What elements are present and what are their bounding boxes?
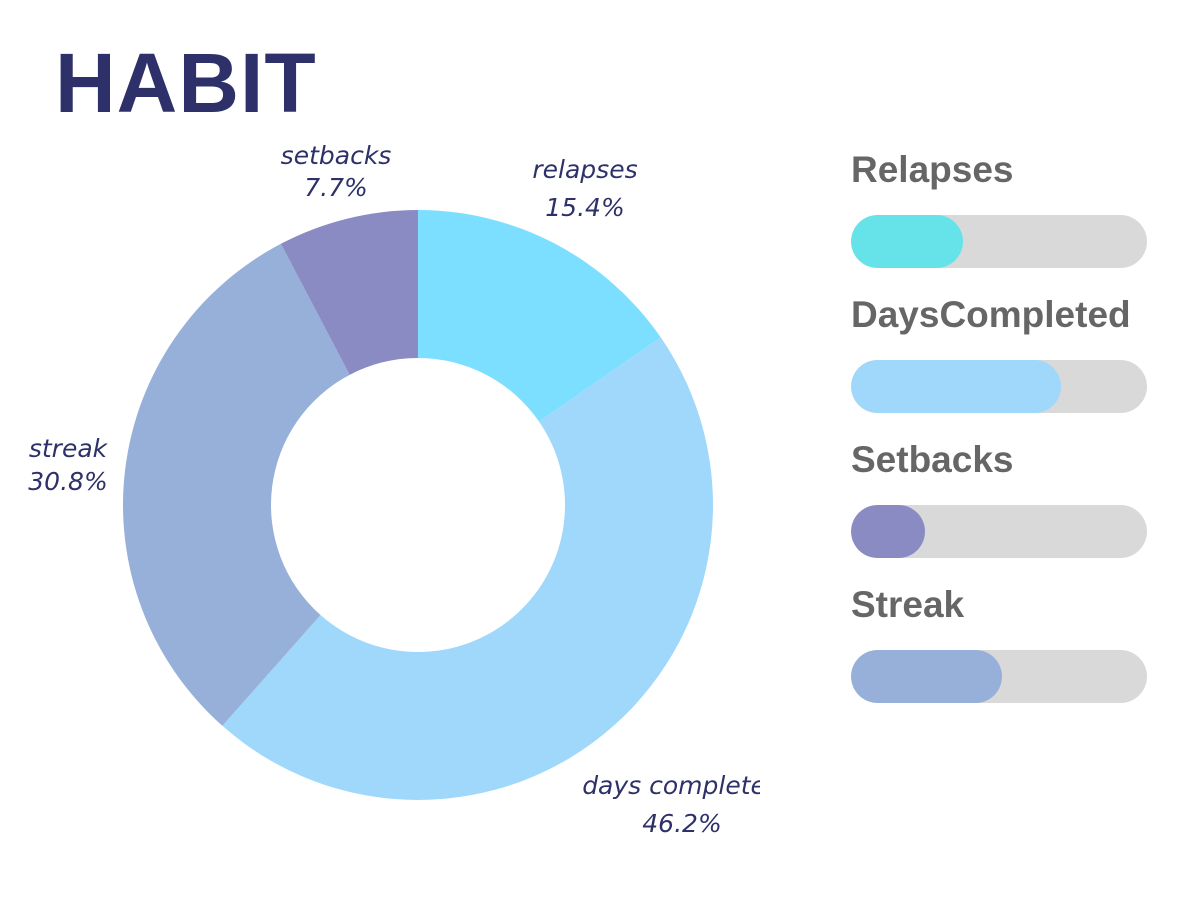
- slice-label-streak: streak: [29, 434, 109, 463]
- slice-value-days-completed: 46.2%: [642, 809, 721, 838]
- bar-fill-days-completed: [851, 360, 1062, 413]
- bar-fill-streak: [851, 650, 1002, 703]
- donut-slice-setbacks: [280, 210, 418, 375]
- donut-slice-streak: [123, 243, 350, 726]
- donut-slice-relapses: [418, 210, 661, 422]
- slice-value-setbacks: 7.7%: [304, 173, 368, 202]
- bar-track-streak: [851, 650, 1147, 703]
- donut-slice-days-completed: [222, 337, 714, 800]
- donut-chart: relapses 15.4% days completed 46.2% streak 30…: [28, 141, 760, 838]
- bar-label-streak: Streak: [851, 584, 965, 625]
- bar-track-days-completed: [851, 360, 1147, 413]
- slice-label-relapses: relapses: [532, 155, 637, 184]
- slice-value-relapses: 15.4%: [545, 193, 624, 222]
- bar-label-days-completed: DaysCompleted: [851, 294, 1131, 335]
- slice-value-streak: 30.8%: [28, 467, 107, 496]
- bar-label-setbacks: Setbacks: [851, 439, 1014, 480]
- bar-track-relapses: [851, 215, 1147, 268]
- slice-label-setbacks: setbacks: [281, 141, 392, 170]
- bar-fill-setbacks: [851, 505, 925, 558]
- bar-track-setbacks: [851, 505, 1147, 558]
- slice-label-days-completed: days completed: [582, 771, 760, 800]
- bar-label-relapses: Relapses: [851, 149, 1014, 190]
- page-title: HABIT: [55, 36, 317, 130]
- bar-fill-relapses: [851, 215, 964, 268]
